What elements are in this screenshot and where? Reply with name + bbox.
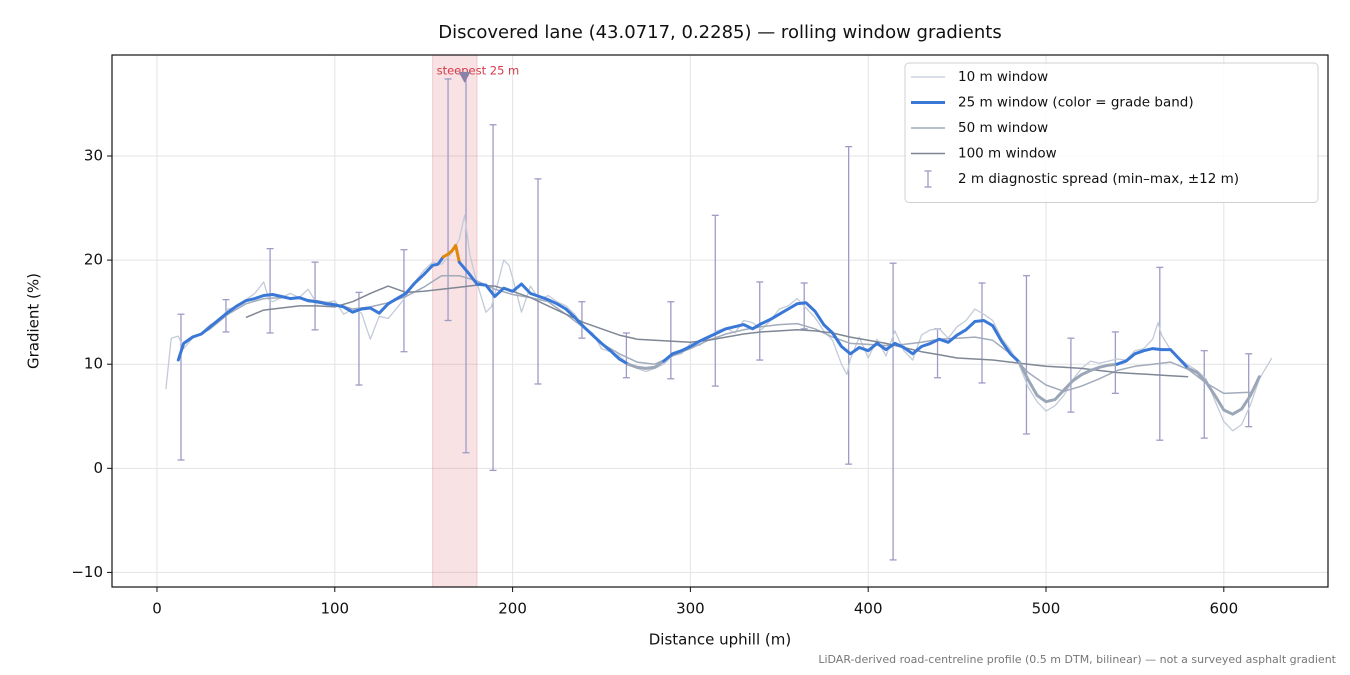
error-bar <box>578 301 586 339</box>
y-tick-label: 30 <box>84 146 103 164</box>
legend-swatch <box>924 170 932 188</box>
error-bar <box>400 249 408 353</box>
chart-title: Discovered lane (43.0717, 0.2285) — roll… <box>438 22 1001 43</box>
series-line-segment <box>626 359 666 370</box>
series-line-segment <box>1017 360 1119 404</box>
x-tick-label: 0 <box>152 600 162 618</box>
legend-label: 50 m window <box>958 120 1048 136</box>
error-bar <box>266 247 274 334</box>
x-axis-label: Distance uphill (m) <box>649 631 791 649</box>
legend-label: 2 m diagnostic spread (min–max, ±12 m) <box>958 171 1239 187</box>
error-bar <box>889 262 897 561</box>
error-bar <box>534 178 542 385</box>
error-bar <box>1067 337 1075 413</box>
error-bar <box>845 145 853 465</box>
y-tick-label: 20 <box>84 251 103 269</box>
error-bar <box>667 301 675 380</box>
x-tick-label: 200 <box>498 600 527 618</box>
legend-box <box>904 62 1319 203</box>
error-bar <box>1111 331 1119 395</box>
footnote: LiDAR-derived road-centreline profile (0… <box>818 653 1336 666</box>
series-line-segment <box>457 260 630 366</box>
error-bar <box>1200 350 1208 439</box>
y-tick-label: 10 <box>84 355 103 373</box>
y-tick-label: −10 <box>71 563 103 581</box>
error-bar <box>311 261 319 331</box>
error-bar <box>177 313 185 461</box>
highlight-marker <box>458 71 471 83</box>
series-line-segment <box>1115 347 1190 370</box>
plot-frame <box>111 54 1329 588</box>
error-bar <box>711 214 719 387</box>
series-line-segment <box>662 301 1021 364</box>
series-line-segment <box>176 255 445 362</box>
series-line <box>245 284 1189 378</box>
x-tick-label: 500 <box>1032 600 1061 618</box>
legend-label: 25 m window (color = grade band) <box>958 95 1194 111</box>
error-bar <box>622 332 630 379</box>
error-bar <box>1022 275 1030 435</box>
y-tick-label: 0 <box>93 459 103 477</box>
error-bar <box>1156 266 1164 441</box>
x-tick-label: 100 <box>320 600 349 618</box>
highlight-band <box>432 54 478 588</box>
x-tick-label: 600 <box>1209 600 1238 618</box>
error-bar <box>444 78 452 322</box>
series-line-segment <box>1186 366 1261 416</box>
x-tick-label: 300 <box>676 600 705 618</box>
error-bar <box>978 282 986 384</box>
y-axis-label: Gradient (%) <box>25 273 43 369</box>
series-line-segment <box>441 244 461 264</box>
x-tick-label: 400 <box>854 600 883 618</box>
error-bar <box>489 124 497 472</box>
highlight-label: steepest 25 m <box>437 64 520 78</box>
legend-label: 10 m window <box>958 69 1048 85</box>
error-bar <box>756 281 764 361</box>
error-bar <box>1245 353 1253 428</box>
legend-label: 100 m window <box>958 146 1057 162</box>
